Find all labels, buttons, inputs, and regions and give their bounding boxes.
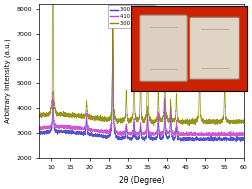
FancyBboxPatch shape (140, 15, 187, 81)
Legend: 300 K, 410 K, 300 K (after): 300 K, 410 K, 300 K (after) (108, 5, 155, 28)
Y-axis label: Arbitrary Intensity (a.u.): Arbitrary Intensity (a.u.) (4, 39, 11, 123)
FancyBboxPatch shape (190, 17, 239, 79)
X-axis label: 2θ (Degree): 2θ (Degree) (119, 176, 165, 185)
